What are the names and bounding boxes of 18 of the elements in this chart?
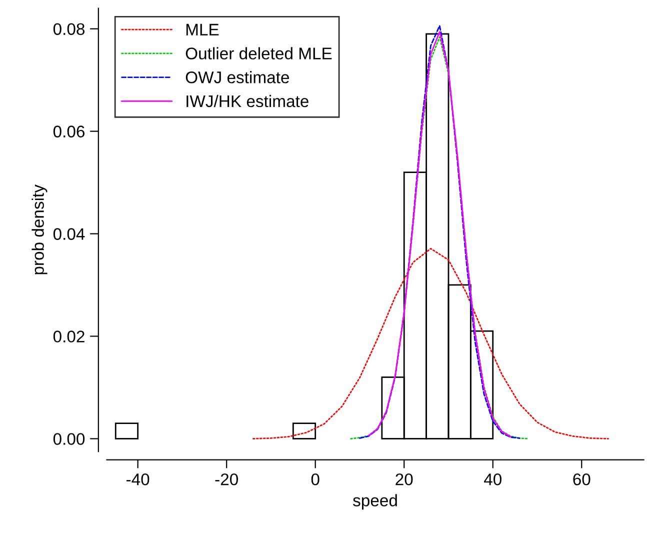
x-tick-label: 20: [396, 473, 413, 486]
x-tick-label: 40: [484, 473, 502, 486]
legend-label: MLE: [186, 24, 219, 36]
y-tick-label: 0.08: [53, 23, 85, 36]
x-tick-label: 60: [573, 473, 590, 486]
x-tick-label: -40: [126, 473, 150, 486]
y-axis-title: prob density: [32, 184, 48, 274]
legend-label: IWJ/HK estimate: [186, 94, 308, 108]
legend-label: OWJ estimate: [186, 71, 289, 84]
x-axis-title: speed: [353, 494, 397, 510]
line-series: [252, 248, 609, 440]
y-tick-label: 0.06: [53, 126, 84, 138]
y-tick-label: 0.00: [53, 433, 85, 445]
x-tick-label: -20: [215, 473, 238, 486]
y-tick-label: 0.04: [53, 228, 85, 240]
x-tick-label: 0: [311, 473, 320, 486]
y-tick-label: 0.02: [53, 330, 84, 342]
legend-label: Outlier deleted MLE: [186, 47, 332, 60]
